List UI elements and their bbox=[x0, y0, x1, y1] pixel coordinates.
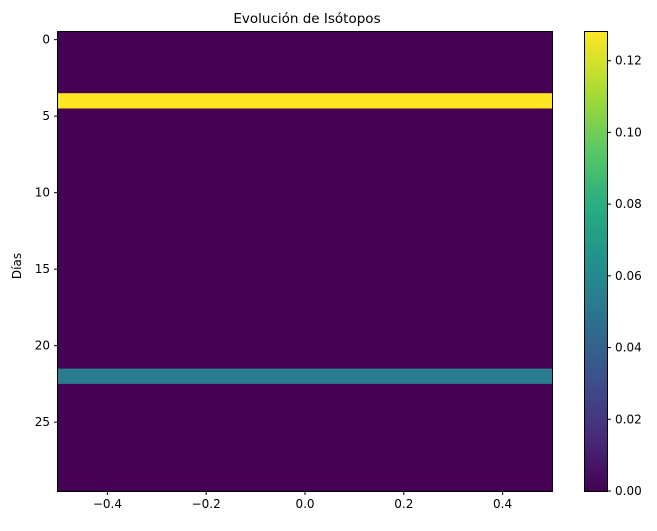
heatmap-cell bbox=[58, 399, 552, 415]
heatmap-cell bbox=[58, 230, 552, 247]
colorbar-tick-label: 0.04 bbox=[615, 341, 642, 355]
heatmap-cell bbox=[58, 368, 552, 385]
heatmap-cell bbox=[58, 429, 552, 446]
chart-title: Evolución de Isótopos bbox=[233, 11, 380, 27]
heatmap-cell bbox=[58, 276, 552, 293]
heatmap-cell bbox=[58, 383, 552, 400]
colorbar-tick-label: 0.06 bbox=[615, 269, 642, 283]
heatmap-cell bbox=[58, 139, 552, 155]
colorbar-tick-label: 0.10 bbox=[615, 125, 642, 139]
heatmap-cell bbox=[58, 154, 552, 171]
y-tick-label: 25 bbox=[35, 415, 50, 429]
heatmap-cell bbox=[58, 460, 552, 477]
x-tick-label: 0.0 bbox=[295, 497, 314, 511]
y-axis-label: Días bbox=[10, 253, 24, 279]
y-tick-label: 10 bbox=[35, 186, 50, 200]
heatmap-cell bbox=[58, 77, 552, 94]
x-tick-label: 0.2 bbox=[394, 497, 413, 511]
y-tick-label: 0 bbox=[42, 33, 50, 47]
heatmap-cell bbox=[58, 47, 552, 63]
plot-frame bbox=[57, 31, 553, 492]
colorbar-tick-label: 0.02 bbox=[615, 412, 642, 426]
heatmap-cell bbox=[58, 261, 552, 278]
heatmap-cell bbox=[58, 32, 552, 48]
colorbar bbox=[584, 31, 608, 492]
y-tick-label: 20 bbox=[35, 339, 50, 353]
colorbar-tick-label: 0.12 bbox=[615, 54, 642, 68]
heatmap-cell bbox=[58, 307, 552, 324]
x-tick-label: −0.2 bbox=[192, 497, 221, 511]
heatmap-cell bbox=[58, 445, 552, 461]
x-tick-label: −0.4 bbox=[93, 497, 122, 511]
heatmap-cell bbox=[58, 200, 552, 216]
heatmap-cell bbox=[58, 62, 552, 79]
heatmap-cell bbox=[58, 414, 552, 431]
colorbar-tick-label: 0.08 bbox=[615, 197, 642, 211]
heatmap-cell bbox=[58, 246, 552, 262]
heatmap-cell bbox=[58, 475, 552, 492]
heatmap-cell bbox=[58, 353, 552, 369]
heatmap-cell bbox=[58, 108, 552, 125]
heatmap-cell bbox=[58, 215, 552, 232]
y-tick-label: 15 bbox=[35, 262, 50, 276]
heatmap-cell bbox=[58, 338, 552, 354]
heatmap-cell bbox=[58, 93, 552, 109]
colorbar-tick-label: 0.00 bbox=[615, 484, 642, 498]
heatmap-cell bbox=[58, 292, 552, 308]
x-tick-label: 0.4 bbox=[493, 497, 512, 511]
y-tick-label: 5 bbox=[42, 109, 50, 123]
heatmap-cell bbox=[58, 123, 552, 140]
heatmap-cell bbox=[58, 169, 552, 186]
heatmap-cell bbox=[58, 185, 552, 201]
heatmap-cell bbox=[58, 322, 552, 339]
